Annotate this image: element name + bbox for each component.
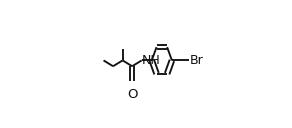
Text: O: O (127, 88, 138, 101)
Text: Br: Br (190, 54, 203, 67)
Text: NH: NH (142, 54, 161, 67)
